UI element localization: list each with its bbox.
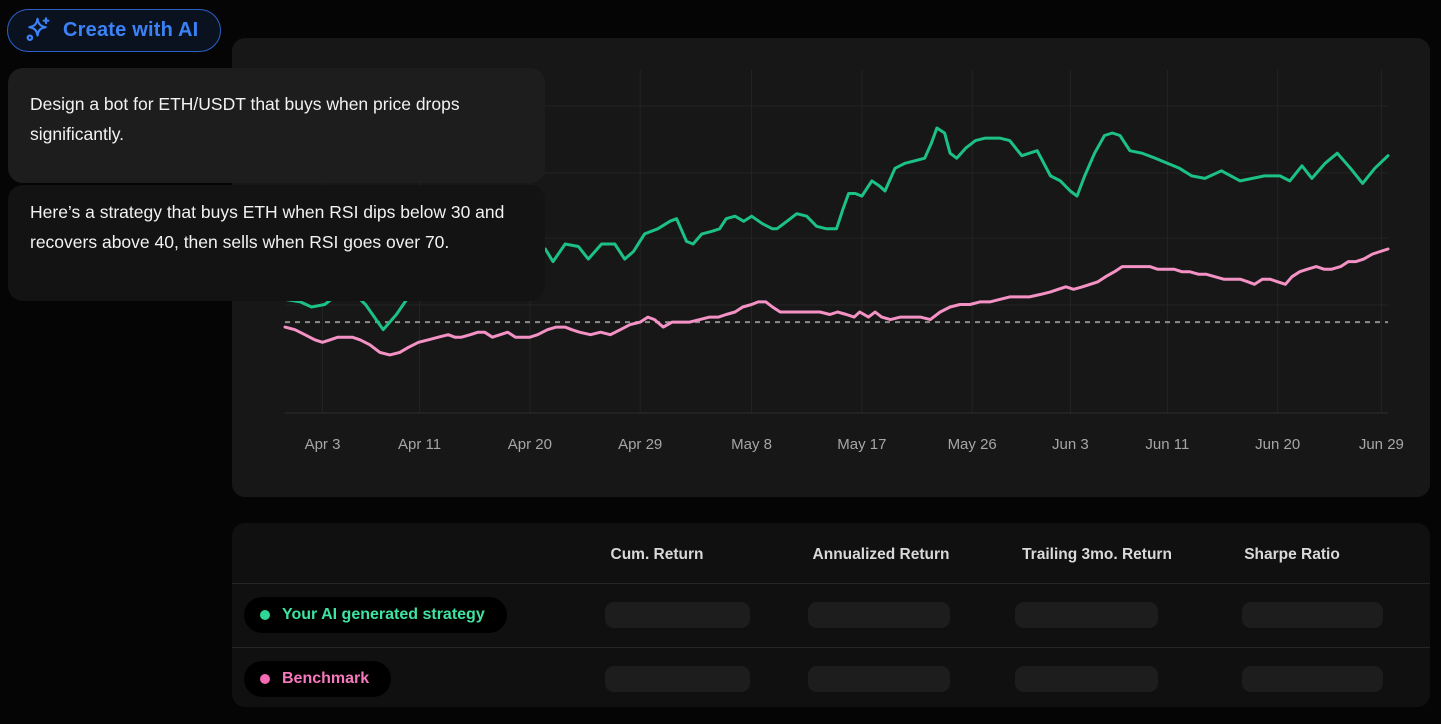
strategy-row-label: Your AI generated strategy [282, 606, 485, 623]
x-tick-label: Apr 3 [305, 436, 341, 453]
skeleton-cell [1015, 602, 1158, 628]
skeleton-cell [808, 666, 950, 692]
user-message-text: Design a bot for ETH/USDT that buys when… [30, 94, 460, 144]
skeleton-cell [605, 666, 750, 692]
row-divider [232, 647, 1430, 648]
skeleton-cell [1242, 666, 1383, 692]
x-tick-label: Apr 20 [508, 436, 552, 453]
x-tick-label: May 26 [948, 436, 997, 453]
x-tick-label: Jun 3 [1052, 436, 1089, 453]
header-divider [232, 583, 1430, 584]
skeleton-cell [1242, 602, 1383, 628]
sparkle-icon [26, 17, 50, 42]
column-header-annualized-return: Annualized Return [812, 546, 950, 563]
benchmark-row-label: Benchmark [282, 670, 370, 687]
benchmark-dot-icon [260, 674, 270, 684]
assistant-message-bubble: Here’s a strategy that buys ETH when RSI… [8, 185, 545, 301]
column-header-trailing-3mo-return: Trailing 3mo. Return [1022, 546, 1172, 563]
x-tick-label: May 17 [837, 436, 886, 453]
user-message-bubble: Design a bot for ETH/USDT that buys when… [8, 68, 545, 183]
x-tick-label: Jun 20 [1255, 436, 1300, 453]
column-header-cum-return: Cum. Return [610, 546, 704, 563]
x-tick-label: May 8 [731, 436, 772, 453]
skeleton-cell [808, 602, 950, 628]
skeleton-cell [605, 602, 750, 628]
metrics-table: Cum. Return Annualized Return Trailing 3… [232, 523, 1430, 707]
strategy-dot-icon [260, 610, 270, 620]
column-header-sharpe-ratio: Sharpe Ratio [1244, 546, 1340, 563]
create-with-ai-button[interactable]: Create with AI [7, 9, 222, 52]
skeleton-cell [1015, 666, 1158, 692]
x-tick-label: Jun 29 [1359, 436, 1404, 453]
create-with-ai-label: Create with AI [63, 19, 199, 41]
strategy-row-badge: Your AI generated strategy [244, 597, 507, 633]
assistant-message-text: Here’s a strategy that buys ETH when RSI… [30, 202, 505, 252]
x-tick-label: Jun 11 [1145, 436, 1189, 453]
benchmark-row-badge: Benchmark [244, 661, 392, 697]
x-tick-label: Apr 11 [398, 436, 441, 453]
x-tick-label: Apr 29 [618, 436, 662, 453]
